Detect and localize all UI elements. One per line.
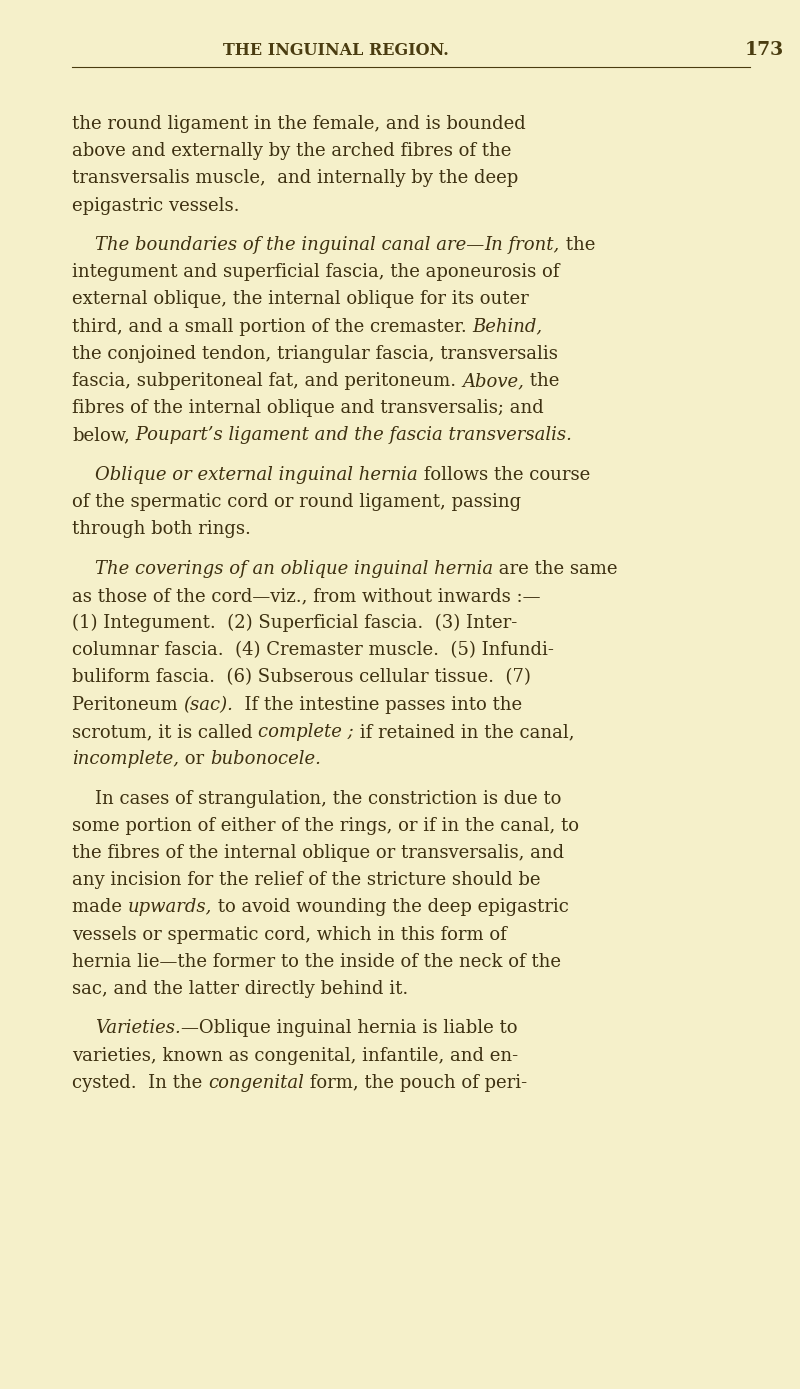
Text: varieties, known as congenital, infantile, and en-: varieties, known as congenital, infantil… [72, 1046, 518, 1064]
Text: columnar fascia.  (4) Cremaster muscle.  (5) Infundi-: columnar fascia. (4) Cremaster muscle. (… [72, 642, 554, 660]
Text: form, the pouch of peri-: form, the pouch of peri- [304, 1074, 527, 1092]
Text: scrotum, it is called: scrotum, it is called [72, 722, 258, 740]
Text: integument and superficial fascia, the aponeurosis of: integument and superficial fascia, the a… [72, 264, 559, 281]
Text: made: made [72, 899, 128, 917]
Text: Behind,: Behind, [473, 318, 542, 336]
Text: vessels or spermatic cord, which in this form of: vessels or spermatic cord, which in this… [72, 925, 506, 943]
Text: buliform fascia.  (6) Subserous cellular tissue.  (7): buliform fascia. (6) Subserous cellular … [72, 668, 531, 686]
Text: the: the [524, 372, 559, 390]
Text: the fibres of the internal oblique or transversalis, and: the fibres of the internal oblique or tr… [72, 845, 564, 863]
Text: 173: 173 [745, 42, 784, 58]
Text: incomplete,: incomplete, [72, 750, 179, 768]
Text: any incision for the relief of the stricture should be: any incision for the relief of the stric… [72, 871, 541, 889]
Text: above and externally by the arched fibres of the: above and externally by the arched fibre… [72, 142, 511, 160]
Text: (sac).: (sac). [183, 696, 234, 714]
Text: In front,: In front, [484, 236, 559, 254]
Text: fascia, subperitoneal fat, and peritoneum.: fascia, subperitoneal fat, and peritoneu… [72, 372, 462, 390]
Text: the: the [559, 236, 595, 254]
Text: Peritoneum: Peritoneum [72, 696, 183, 714]
Text: to avoid wounding the deep epigastric: to avoid wounding the deep epigastric [212, 899, 569, 917]
Text: below,: below, [72, 426, 130, 444]
Text: as those of the cord—viz., from without inwards :—: as those of the cord—viz., from without … [72, 588, 541, 606]
Text: third, and a small portion of the cremaster.: third, and a small portion of the cremas… [72, 318, 473, 336]
Text: Oblique or external inguinal hernia: Oblique or external inguinal hernia [95, 465, 418, 483]
Text: In cases of strangulation, the constriction is due to: In cases of strangulation, the constrict… [95, 789, 562, 807]
Text: Varieties.: Varieties. [95, 1020, 181, 1038]
Text: of the spermatic cord or round ligament, passing: of the spermatic cord or round ligament,… [72, 493, 521, 511]
Text: through both rings.: through both rings. [72, 521, 251, 539]
Text: If the intestine passes into the: If the intestine passes into the [234, 696, 522, 714]
Text: (1) Integument.  (2) Superficial fascia.  (3) Inter-: (1) Integument. (2) Superficial fascia. … [72, 614, 518, 632]
Text: are the same: are the same [493, 560, 618, 578]
Text: cysted.  In the: cysted. In the [72, 1074, 208, 1092]
Text: transversalis muscle,  and internally by the deep: transversalis muscle, and internally by … [72, 169, 518, 188]
Text: —Oblique inguinal hernia is liable to: —Oblique inguinal hernia is liable to [181, 1020, 518, 1038]
Text: Above,: Above, [462, 372, 524, 390]
Text: THE INGUINAL REGION.: THE INGUINAL REGION. [223, 42, 449, 58]
Text: sac, and the latter directly behind it.: sac, and the latter directly behind it. [72, 981, 408, 997]
Text: hernia lie—the former to the inside of the neck of the: hernia lie—the former to the inside of t… [72, 953, 561, 971]
Text: the conjoined tendon, triangular fascia, transversalis: the conjoined tendon, triangular fascia,… [72, 344, 558, 363]
Text: if retained in the canal,: if retained in the canal, [354, 722, 574, 740]
Text: bubonocele.: bubonocele. [210, 750, 321, 768]
Text: epigastric vessels.: epigastric vessels. [72, 197, 239, 214]
Text: upwards,: upwards, [128, 899, 212, 917]
Text: external oblique, the internal oblique for its outer: external oblique, the internal oblique f… [72, 290, 529, 308]
Text: or: or [179, 750, 210, 768]
Text: The boundaries of the inguinal canal are—: The boundaries of the inguinal canal are… [95, 236, 484, 254]
Text: The coverings of an oblique inguinal hernia: The coverings of an oblique inguinal her… [95, 560, 493, 578]
Text: follows the course: follows the course [418, 465, 590, 483]
Text: some portion of either of the rings, or if in the canal, to: some portion of either of the rings, or … [72, 817, 579, 835]
Text: fibres of the internal oblique and transversalis; and: fibres of the internal oblique and trans… [72, 399, 544, 417]
Text: congenital: congenital [208, 1074, 304, 1092]
Text: complete ;: complete ; [258, 722, 354, 740]
Text: the round ligament in the female, and is bounded: the round ligament in the female, and is… [72, 115, 526, 133]
Text: Poupart’s ligament and the fascia transversalis.: Poupart’s ligament and the fascia transv… [130, 426, 572, 444]
